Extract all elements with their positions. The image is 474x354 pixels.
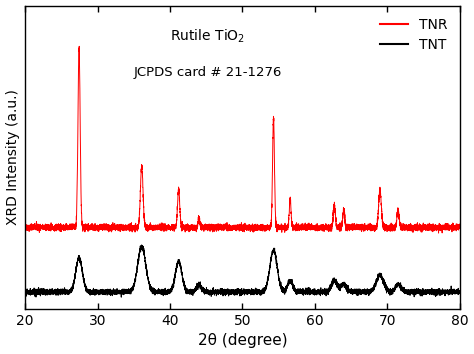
TNT xyxy=(368,291,374,295)
TNT xyxy=(139,243,145,247)
TNR xyxy=(22,224,28,229)
Line: TNR: TNR xyxy=(25,46,460,233)
TNR xyxy=(180,223,185,227)
TNT xyxy=(457,289,463,293)
TNR xyxy=(44,225,50,230)
TNT xyxy=(345,287,350,292)
TNR xyxy=(368,228,374,233)
Legend: TNR, TNT: TNR, TNT xyxy=(374,12,453,57)
TNT xyxy=(22,290,28,294)
TNT xyxy=(44,289,50,293)
TNT xyxy=(299,290,304,294)
TNT xyxy=(118,295,124,299)
TNR xyxy=(457,222,463,227)
Text: JCPDS card # 21-1276: JCPDS card # 21-1276 xyxy=(133,66,282,79)
TNT xyxy=(280,288,285,292)
Text: Rutile TiO$_2$: Rutile TiO$_2$ xyxy=(170,27,245,45)
X-axis label: 2θ (degree): 2θ (degree) xyxy=(198,333,287,348)
TNR xyxy=(345,227,350,231)
TNR xyxy=(299,227,304,231)
TNR xyxy=(76,44,82,48)
TNR xyxy=(436,231,441,235)
TNR xyxy=(280,225,285,229)
Y-axis label: XRD Intensity (a.u.): XRD Intensity (a.u.) xyxy=(6,89,19,225)
Line: TNT: TNT xyxy=(25,245,460,297)
TNT xyxy=(180,276,185,280)
